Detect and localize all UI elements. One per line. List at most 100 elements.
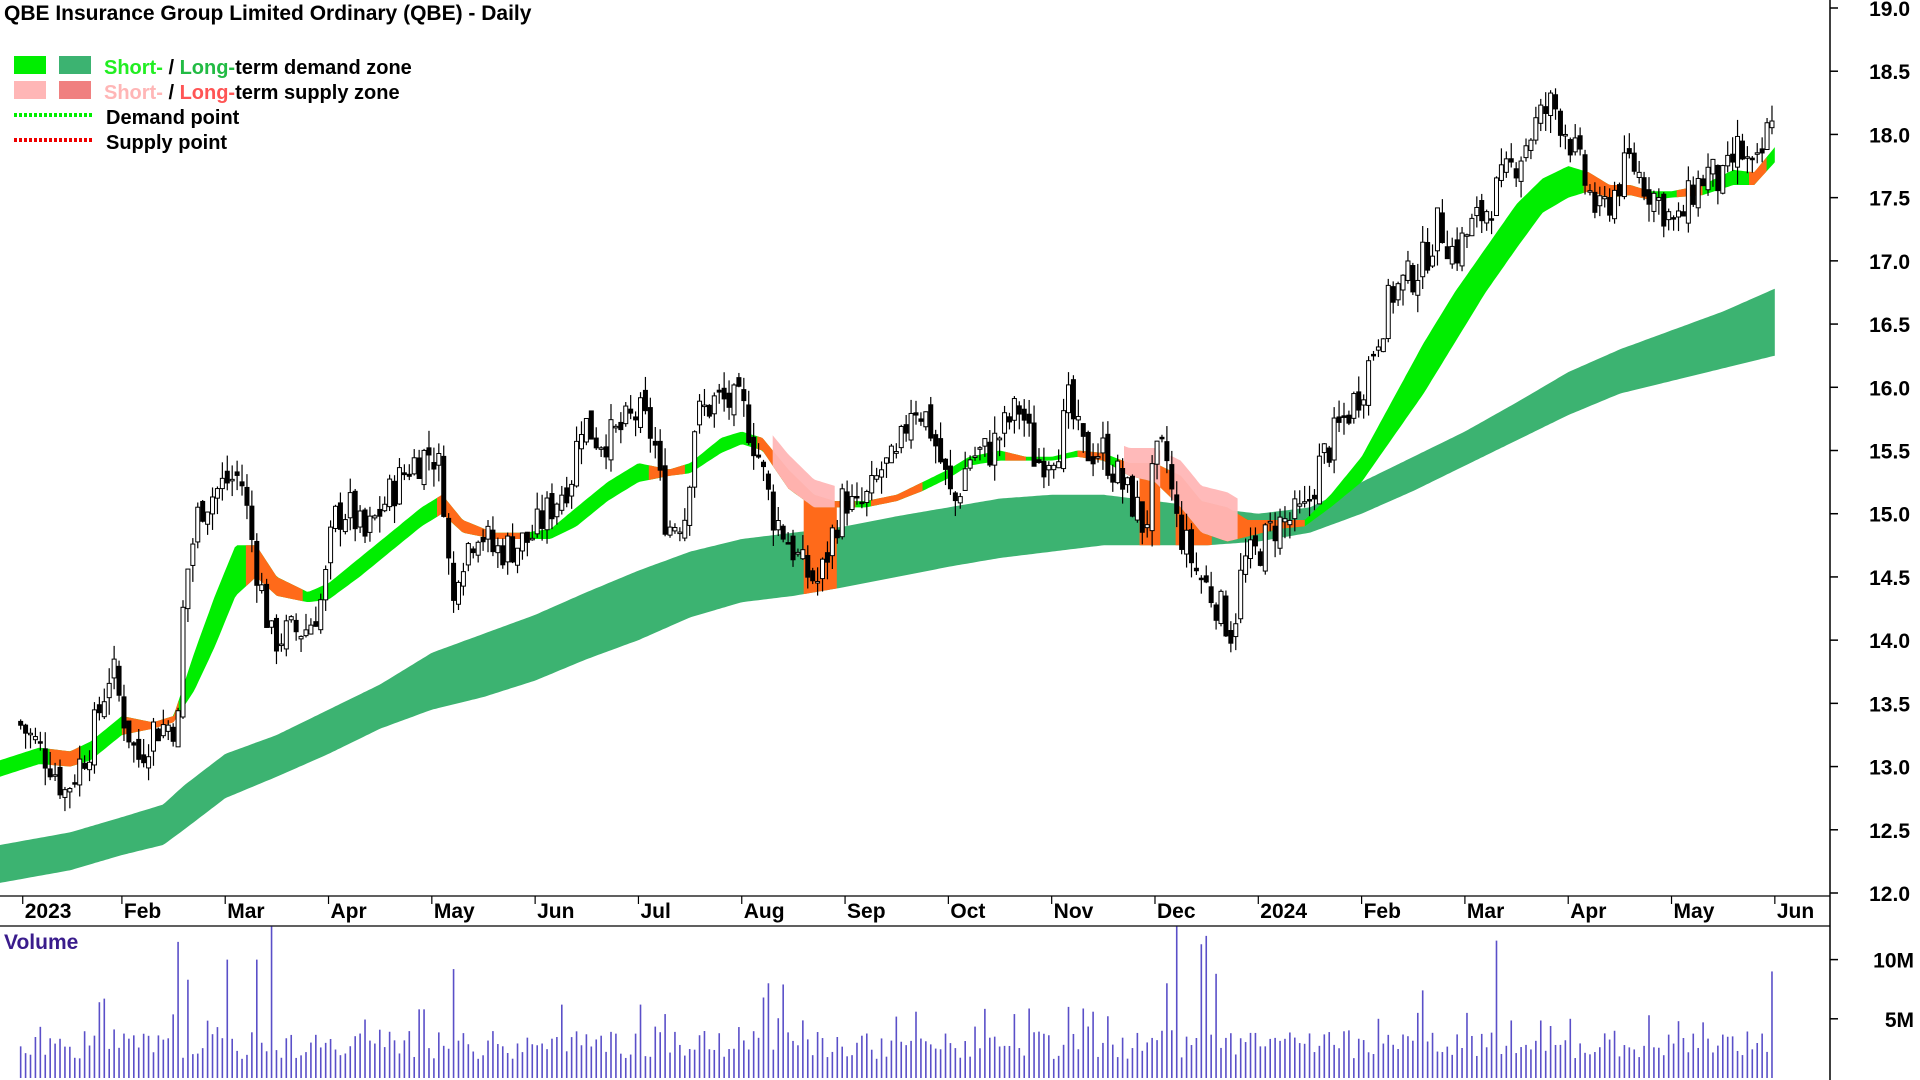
candle-body-down bbox=[470, 548, 476, 554]
candle-body-down bbox=[662, 465, 668, 535]
candle-body-down bbox=[254, 540, 260, 586]
candlestick bbox=[1218, 589, 1224, 627]
candle-body-up bbox=[436, 453, 442, 466]
candlestick bbox=[780, 524, 786, 543]
short-term-supply-zone bbox=[49, 746, 81, 767]
time-tick-label: Jul bbox=[640, 900, 670, 923]
candlestick bbox=[244, 474, 250, 520]
candle-body-down bbox=[1080, 423, 1086, 437]
candle-body-up bbox=[318, 599, 324, 631]
candlestick bbox=[1248, 527, 1254, 569]
candle-body-down bbox=[431, 462, 437, 470]
candlestick bbox=[347, 478, 353, 531]
candle-body-up bbox=[1321, 443, 1327, 454]
legend-swatch-long bbox=[59, 81, 91, 99]
candlestick bbox=[593, 427, 599, 450]
candle-body-down bbox=[1543, 106, 1549, 114]
candle-body-up bbox=[879, 469, 885, 478]
candle-body-down bbox=[480, 536, 486, 543]
candle-body-down bbox=[913, 412, 919, 416]
candlestick bbox=[583, 417, 589, 446]
candle-body-down bbox=[1188, 529, 1194, 564]
legend-label-part: term demand zone bbox=[235, 57, 412, 79]
candle-body-down bbox=[1120, 468, 1126, 490]
candle-body-up bbox=[485, 525, 491, 540]
candlestick bbox=[839, 483, 845, 540]
candlestick bbox=[519, 532, 525, 560]
candle-body-up bbox=[421, 449, 427, 486]
candle-body-up bbox=[1498, 164, 1504, 181]
candle-body-up bbox=[898, 425, 904, 449]
candle-body-up bbox=[578, 434, 584, 450]
candlestick bbox=[500, 538, 506, 569]
candle-body-up bbox=[505, 535, 511, 563]
candle-body-down bbox=[721, 387, 727, 400]
candle-body-up bbox=[923, 411, 929, 428]
candlestick bbox=[446, 513, 452, 575]
candle-body-up bbox=[1484, 211, 1490, 224]
candlestick bbox=[1548, 90, 1554, 134]
candlestick bbox=[249, 490, 255, 553]
legend-label-part: term supply zone bbox=[235, 82, 399, 104]
candlestick bbox=[141, 738, 147, 768]
candle-body-up bbox=[608, 419, 614, 461]
candlestick bbox=[1528, 138, 1534, 160]
candle-body-up bbox=[775, 520, 781, 531]
candle-body-up bbox=[455, 581, 461, 605]
time-tick-label: Feb bbox=[1364, 900, 1401, 923]
candlestick bbox=[1311, 489, 1317, 511]
candlestick bbox=[1228, 621, 1234, 653]
candlestick bbox=[259, 572, 265, 594]
candlestick bbox=[736, 372, 742, 388]
candlestick bbox=[1715, 164, 1721, 205]
candle-body-down bbox=[1567, 139, 1573, 156]
candle-body-up bbox=[1518, 160, 1524, 182]
candle-body-up bbox=[977, 447, 983, 450]
candle-body-down bbox=[1513, 168, 1519, 179]
candlestick bbox=[431, 447, 437, 487]
volume-title: Volume bbox=[4, 931, 78, 954]
candle-body-down bbox=[1661, 193, 1667, 227]
candle-body-down bbox=[933, 434, 939, 447]
candlestick bbox=[662, 448, 668, 537]
candlestick bbox=[72, 774, 78, 788]
candle-body-up bbox=[864, 490, 870, 504]
candle-body-up bbox=[598, 447, 604, 450]
candle-body-down bbox=[1213, 604, 1219, 621]
price-tick-label: 19.0 bbox=[1869, 0, 1910, 21]
candlestick bbox=[701, 388, 707, 416]
candlestick bbox=[180, 600, 186, 719]
candlestick bbox=[790, 529, 796, 567]
candlestick bbox=[1508, 143, 1514, 168]
candlestick bbox=[1676, 202, 1682, 232]
candle-body-up bbox=[1267, 520, 1273, 524]
candle-body-up bbox=[1282, 518, 1288, 523]
candlestick bbox=[947, 449, 953, 495]
candlestick bbox=[1174, 481, 1180, 528]
candlestick bbox=[91, 702, 97, 774]
candlestick bbox=[293, 613, 299, 641]
candlestick bbox=[1262, 522, 1268, 575]
candlestick bbox=[308, 618, 314, 635]
candle-body-up bbox=[623, 405, 629, 425]
candlestick bbox=[1341, 402, 1347, 435]
candlestick bbox=[1444, 230, 1450, 260]
candlestick bbox=[165, 720, 171, 741]
candlestick bbox=[1085, 430, 1091, 462]
candlestick bbox=[42, 732, 48, 786]
candlestick bbox=[485, 520, 491, 553]
candle-body-up bbox=[874, 475, 880, 480]
time-tick-label: Oct bbox=[950, 900, 985, 923]
candle-body-down bbox=[706, 404, 712, 417]
candle-body-up bbox=[1405, 260, 1411, 281]
candlestick bbox=[844, 480, 850, 526]
candle-body-up bbox=[687, 486, 693, 526]
candle-body-up bbox=[1380, 338, 1386, 353]
candlestick bbox=[411, 449, 417, 476]
candlestick bbox=[121, 684, 127, 741]
candle-body-down bbox=[918, 418, 924, 422]
candlestick bbox=[1125, 476, 1131, 493]
candle-body-down bbox=[155, 728, 161, 742]
candle-body-down bbox=[1021, 408, 1027, 421]
candlestick bbox=[1415, 263, 1421, 313]
